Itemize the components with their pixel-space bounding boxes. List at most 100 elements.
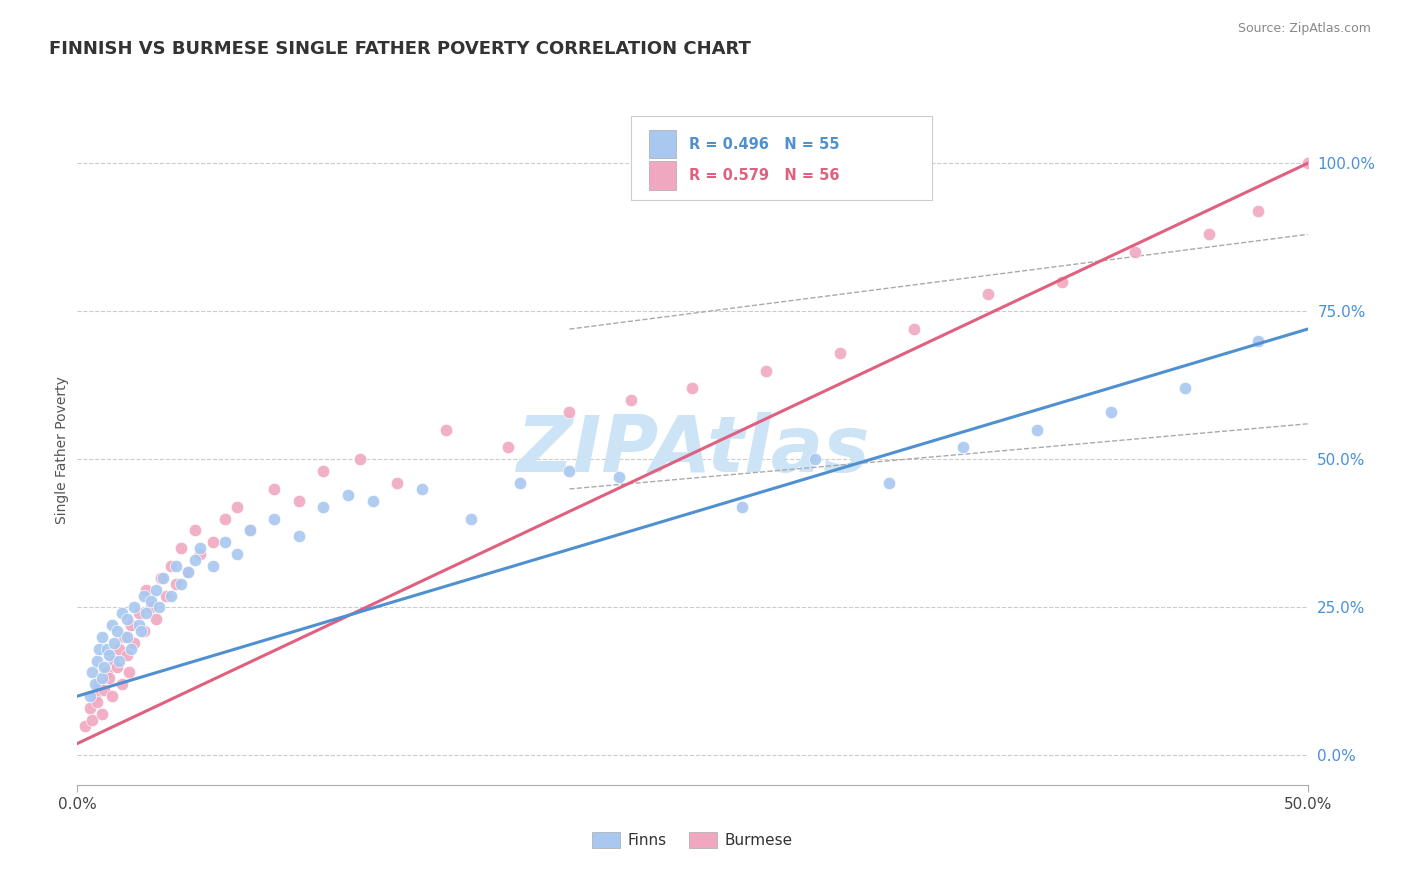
Point: [830, 345, 852, 359]
Point: [337, 488, 360, 502]
Point: [312, 500, 335, 514]
Point: [239, 524, 262, 538]
Point: [101, 618, 124, 632]
Point: [1026, 423, 1049, 437]
Point: [132, 624, 155, 638]
Point: [111, 677, 132, 691]
Point: [96, 641, 118, 656]
Point: [89, 677, 111, 691]
Point: [108, 654, 131, 668]
Point: [226, 500, 249, 514]
Point: [263, 511, 285, 525]
Point: [755, 363, 778, 377]
Point: [201, 558, 224, 573]
Point: [105, 624, 128, 638]
Point: [152, 571, 174, 585]
Point: [90, 630, 114, 644]
Legend: Finns, Burmese: Finns, Burmese: [586, 826, 799, 855]
Point: [103, 636, 125, 650]
Point: [135, 607, 157, 621]
Point: [86, 654, 108, 668]
Point: [288, 493, 311, 508]
Point: [148, 600, 170, 615]
Point: [135, 582, 157, 597]
Point: [121, 618, 143, 632]
Point: [263, 482, 285, 496]
Text: R = 0.496   N = 55: R = 0.496 N = 55: [689, 136, 839, 152]
Point: [79, 701, 101, 715]
Point: [1174, 381, 1197, 395]
Point: [141, 600, 163, 615]
Point: [160, 558, 183, 573]
Point: [682, 381, 704, 395]
Point: [98, 672, 121, 686]
Point: [607, 470, 630, 484]
Point: [121, 641, 143, 656]
Point: [977, 286, 1000, 301]
Point: [150, 571, 173, 585]
Point: [101, 689, 124, 703]
Point: [952, 441, 974, 455]
Point: [82, 713, 104, 727]
Text: Source: ZipAtlas.com: Source: ZipAtlas.com: [1237, 22, 1371, 36]
Point: [1198, 227, 1220, 242]
Point: [112, 630, 135, 644]
Point: [184, 524, 207, 538]
Point: [155, 589, 177, 603]
Point: [83, 677, 105, 691]
Point: [79, 689, 101, 703]
FancyBboxPatch shape: [631, 116, 932, 200]
Point: [558, 464, 581, 478]
Point: [496, 441, 519, 455]
Point: [1296, 156, 1319, 170]
Point: [177, 565, 200, 579]
Point: [1050, 275, 1073, 289]
Point: [903, 322, 925, 336]
Point: [214, 535, 236, 549]
Point: [128, 607, 150, 621]
Point: [1247, 334, 1270, 348]
Point: [214, 511, 236, 525]
Text: R = 0.579   N = 56: R = 0.579 N = 56: [689, 168, 839, 183]
Point: [731, 500, 754, 514]
Point: [165, 576, 187, 591]
Point: [184, 553, 207, 567]
Point: [170, 541, 193, 556]
Point: [141, 594, 163, 608]
Text: FINNISH VS BURMESE SINGLE FATHER POVERTY CORRELATION CHART: FINNISH VS BURMESE SINGLE FATHER POVERTY…: [49, 40, 751, 58]
Point: [160, 589, 183, 603]
Point: [89, 641, 111, 656]
Point: [239, 524, 262, 538]
Point: [436, 423, 458, 437]
Point: [165, 558, 187, 573]
Point: [73, 719, 96, 733]
Point: [288, 529, 311, 543]
Point: [103, 654, 125, 668]
Point: [558, 405, 581, 419]
Point: [96, 665, 118, 680]
Point: [411, 482, 433, 496]
Point: [118, 665, 141, 680]
Point: [98, 648, 121, 662]
Point: [111, 607, 132, 621]
Point: [90, 706, 114, 721]
Point: [1247, 203, 1270, 218]
Point: [82, 665, 104, 680]
Point: [145, 612, 167, 626]
Point: [385, 476, 409, 491]
Point: [83, 689, 105, 703]
Point: [361, 493, 384, 508]
Point: [115, 612, 138, 626]
Point: [93, 683, 115, 698]
Bar: [650, 161, 676, 190]
Bar: [650, 130, 676, 158]
Point: [226, 547, 249, 561]
Point: [115, 630, 138, 644]
Point: [129, 624, 153, 638]
Point: [108, 641, 131, 656]
Point: [509, 476, 531, 491]
Point: [93, 659, 115, 673]
Point: [170, 576, 193, 591]
Point: [115, 648, 138, 662]
Point: [460, 511, 482, 525]
